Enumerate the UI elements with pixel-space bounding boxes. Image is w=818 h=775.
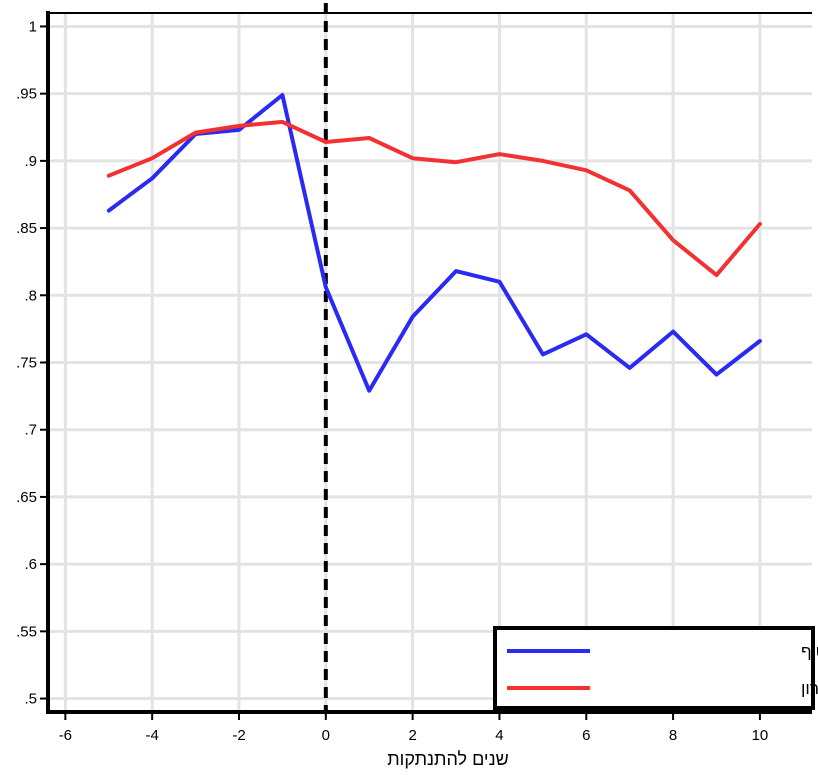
y-tick-label: 1	[29, 18, 37, 35]
x-tick-label: 6	[582, 727, 590, 744]
series-line	[106, 93, 762, 393]
series-2	[106, 119, 762, 278]
x-tick-label: 8	[669, 727, 677, 744]
series-line	[106, 119, 762, 278]
x-tick-label: 10	[752, 727, 769, 744]
x-tick-label: 2	[408, 727, 416, 744]
x-tick-label: -4	[146, 727, 159, 744]
y-tick-label: .5	[24, 691, 37, 708]
legend-label: מפוני גוש קטיף	[801, 642, 818, 661]
series-group	[106, 93, 762, 393]
y-tick-label: .9	[24, 153, 37, 170]
y-tick-label: .85	[16, 220, 37, 237]
y-tick-label: .75	[16, 355, 37, 372]
y-tick-label: .7	[24, 422, 37, 439]
legend: מפוני גוש קטיף תושבי יהודה ושומרון	[493, 626, 818, 710]
legend-label: תושבי יהודה ושומרון	[801, 679, 818, 698]
y-tick-label: .65	[16, 489, 37, 506]
x-tick-label: 4	[495, 727, 503, 744]
legend-box	[493, 626, 815, 710]
x-tick-label: -2	[232, 727, 245, 744]
y-tick-label: .95	[16, 86, 37, 103]
series-1	[106, 93, 762, 393]
legend-item: מפוני גוש קטיף	[507, 642, 818, 661]
grid	[48, 13, 812, 712]
y-tick-label: .6	[24, 556, 37, 573]
legend-item: תושבי יהודה ושומרון	[507, 679, 818, 698]
x-axis-title: שנים להתנתקות	[387, 749, 509, 769]
y-tick-label: .55	[16, 623, 37, 640]
x-axis: -6 -4 -2 0 2 4 6 8 10	[59, 712, 769, 744]
x-tick-label: -6	[59, 727, 72, 744]
x-tick-label: 0	[322, 727, 330, 744]
y-tick-label: .8	[24, 287, 37, 304]
y-axis: 1 .95 .9 .85 .8 .75 .7 .65 .6 .55 .5	[16, 18, 48, 708]
